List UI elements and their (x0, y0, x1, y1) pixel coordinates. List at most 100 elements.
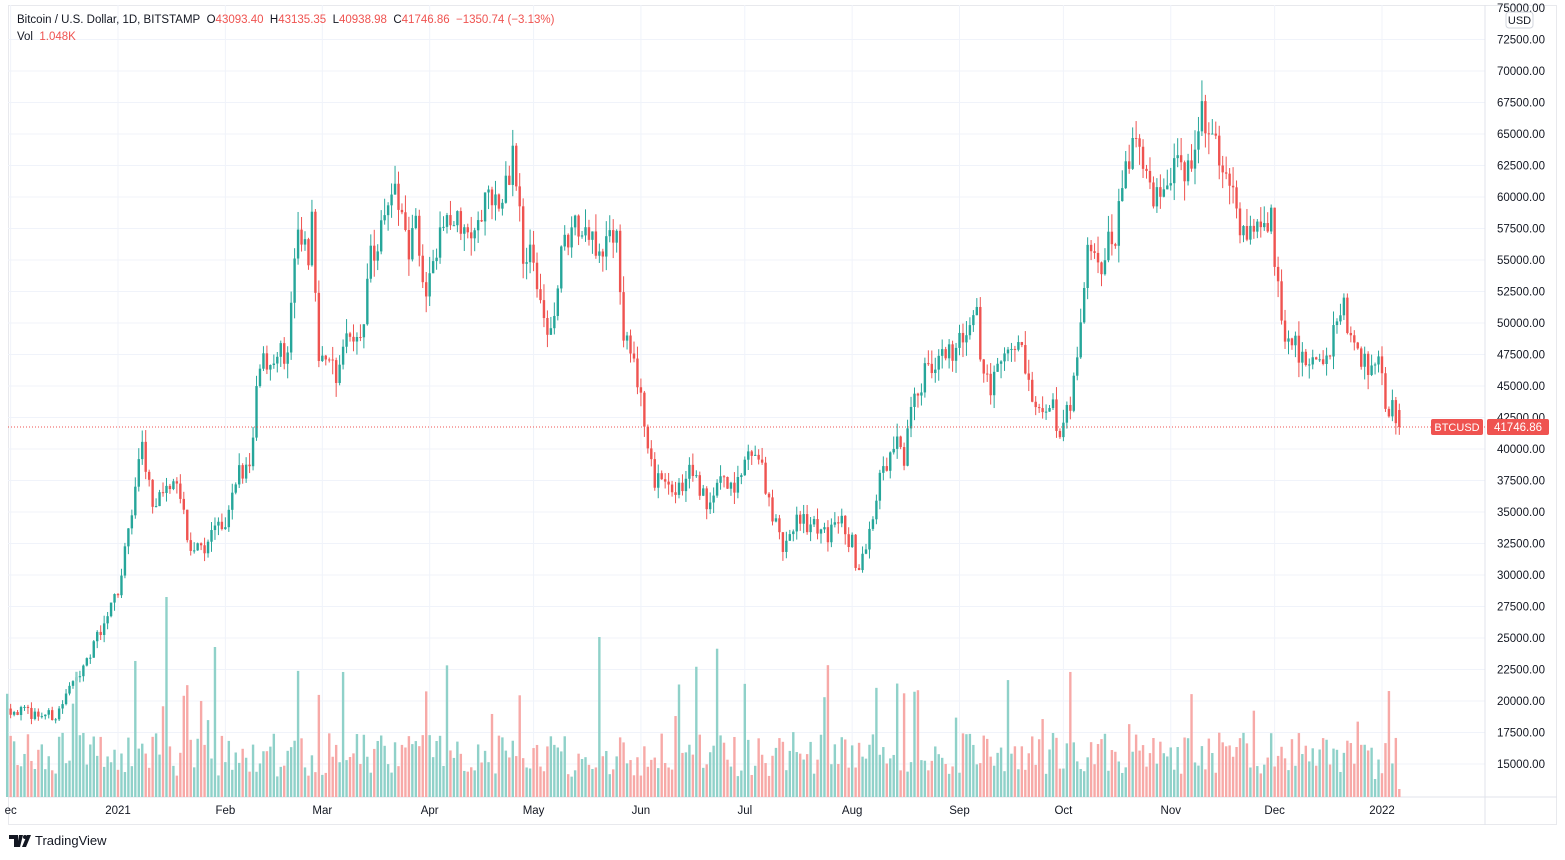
candle-up[interactable] (809, 524, 812, 533)
candle-up[interactable] (1082, 287, 1086, 323)
candle-down[interactable] (1297, 335, 1301, 363)
candle-up[interactable] (231, 492, 234, 510)
candle-up[interactable] (40, 716, 44, 718)
candle-up[interactable] (296, 229, 300, 259)
candle-down[interactable] (1228, 173, 1231, 186)
candle-down[interactable] (1041, 408, 1044, 413)
candle-down[interactable] (1221, 165, 1224, 173)
candle-up[interactable] (1062, 422, 1065, 438)
candle-up[interactable] (753, 454, 757, 456)
candle-down[interactable] (497, 194, 501, 209)
candle-down[interactable] (490, 189, 494, 206)
candle-up[interactable] (106, 616, 109, 624)
candle-up[interactable] (1335, 321, 1339, 326)
candle-up[interactable] (262, 353, 265, 369)
candle-up[interactable] (840, 515, 843, 524)
candle-up[interactable] (1076, 357, 1079, 376)
candle-up[interactable] (736, 477, 740, 493)
candle-up[interactable] (1051, 399, 1055, 409)
candle-down[interactable] (314, 211, 317, 293)
candle-down[interactable] (632, 353, 636, 359)
candle-up[interactable] (1287, 338, 1290, 342)
candle-up[interactable] (1370, 365, 1373, 375)
candle-up[interactable] (456, 211, 459, 226)
candle-up[interactable] (553, 315, 556, 329)
candle-down[interactable] (334, 360, 338, 383)
candle-up[interactable] (909, 406, 913, 429)
candle-down[interactable] (639, 387, 643, 393)
candle-down[interactable] (1138, 138, 1141, 147)
price-chart[interactable]: 75000.0072500.0070000.0067500.0065000.00… (0, 0, 1565, 830)
candle-down[interactable] (283, 343, 286, 364)
candle-up[interactable] (386, 205, 390, 216)
candle-up[interactable] (196, 543, 199, 551)
candle-up[interactable] (695, 475, 698, 477)
candle-up[interactable] (293, 258, 296, 303)
candle-down[interactable] (449, 215, 452, 226)
candle-down[interactable] (653, 459, 656, 488)
candle-up[interactable] (913, 393, 916, 407)
candle-up[interactable] (958, 332, 961, 348)
candle-up[interactable] (580, 235, 584, 237)
candle-down[interactable] (459, 211, 463, 234)
candle-down[interactable] (480, 220, 483, 222)
candle-down[interactable] (698, 475, 701, 496)
candle-down[interactable] (1145, 168, 1148, 171)
candle-up[interactable] (708, 502, 712, 510)
candle-down[interactable] (1024, 345, 1027, 374)
candle-up[interactable] (1166, 185, 1169, 190)
candle-up[interactable] (1162, 189, 1166, 197)
candle-down[interactable] (546, 318, 549, 335)
candle-down[interactable] (199, 543, 203, 546)
candle-down[interactable] (508, 175, 511, 185)
candle-down[interactable] (1349, 332, 1353, 336)
candle-up[interactable] (355, 337, 359, 342)
candle-up[interactable] (1048, 408, 1051, 412)
candle-up[interactable] (871, 519, 875, 529)
candle-up[interactable] (1269, 207, 1273, 232)
candle-down[interactable] (421, 255, 424, 283)
candle-down[interactable] (1224, 172, 1228, 174)
candle-down[interactable] (1252, 225, 1256, 232)
candle-down[interactable] (1314, 357, 1318, 360)
candle-down[interactable] (1058, 430, 1062, 438)
candle-up[interactable] (774, 518, 778, 522)
candle-down[interactable] (733, 482, 736, 493)
candle-down[interactable] (9, 708, 12, 715)
candle-down[interactable] (566, 234, 570, 248)
candle-up[interactable] (390, 194, 393, 206)
candle-down[interactable] (470, 232, 473, 239)
candle-up[interactable] (96, 631, 99, 642)
candle-up[interactable] (57, 708, 61, 720)
candle-up[interactable] (937, 355, 940, 370)
candle-up[interactable] (165, 485, 168, 494)
candle-down[interactable] (757, 454, 760, 460)
candle-down[interactable] (847, 534, 850, 548)
candle-down[interactable] (979, 306, 982, 360)
candle-down[interactable] (1034, 401, 1037, 408)
candle-down[interactable] (99, 631, 102, 635)
candle-down[interactable] (407, 230, 411, 260)
candle-up[interactable] (113, 594, 116, 603)
candle-up[interactable] (1318, 359, 1321, 361)
candle-down[interactable] (1214, 133, 1217, 136)
candle-down[interactable] (650, 448, 653, 460)
candle-down[interactable] (844, 515, 847, 535)
candle-down[interactable] (799, 514, 802, 524)
candle-down[interactable] (1235, 187, 1238, 209)
candle-up[interactable] (892, 448, 895, 453)
candle-down[interactable] (1207, 133, 1211, 135)
candle-up[interactable] (130, 515, 134, 529)
candle-up[interactable] (712, 495, 715, 503)
candle-up[interactable] (213, 525, 217, 531)
candle-up[interactable] (972, 315, 975, 326)
candle-down[interactable] (1353, 335, 1356, 343)
candle-up[interactable] (1301, 351, 1304, 363)
candle-up[interactable] (61, 704, 64, 709)
candle-up[interactable] (992, 371, 996, 396)
candle-down[interactable] (331, 359, 334, 361)
candle-up[interactable] (1155, 187, 1159, 207)
candle-down[interactable] (1280, 281, 1283, 321)
candle-up[interactable] (23, 706, 26, 708)
candle-up[interactable] (802, 514, 805, 524)
